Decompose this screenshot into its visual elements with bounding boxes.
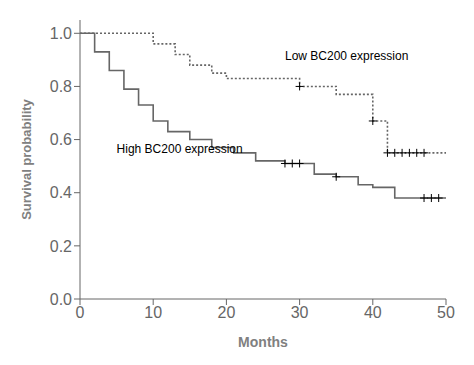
svg-text:40: 40 xyxy=(364,304,382,321)
svg-text:0.4: 0.4 xyxy=(50,184,72,201)
svg-text:0: 0 xyxy=(76,304,85,321)
svg-text:Months: Months xyxy=(238,334,288,350)
svg-text:Survival probability: Survival probability xyxy=(19,98,34,219)
svg-text:20: 20 xyxy=(218,304,236,321)
svg-text:0.2: 0.2 xyxy=(50,238,72,255)
svg-text:0.0: 0.0 xyxy=(50,291,72,308)
svg-text:10: 10 xyxy=(144,304,162,321)
svg-text:0.8: 0.8 xyxy=(50,78,72,95)
svg-text:High BC200 expression: High BC200 expression xyxy=(117,142,243,156)
svg-text:30: 30 xyxy=(291,304,309,321)
svg-text:Low BC200 expression: Low BC200 expression xyxy=(285,49,408,63)
svg-text:1.0: 1.0 xyxy=(50,25,72,42)
svg-text:0.6: 0.6 xyxy=(50,131,72,148)
svg-text:50: 50 xyxy=(437,304,455,321)
